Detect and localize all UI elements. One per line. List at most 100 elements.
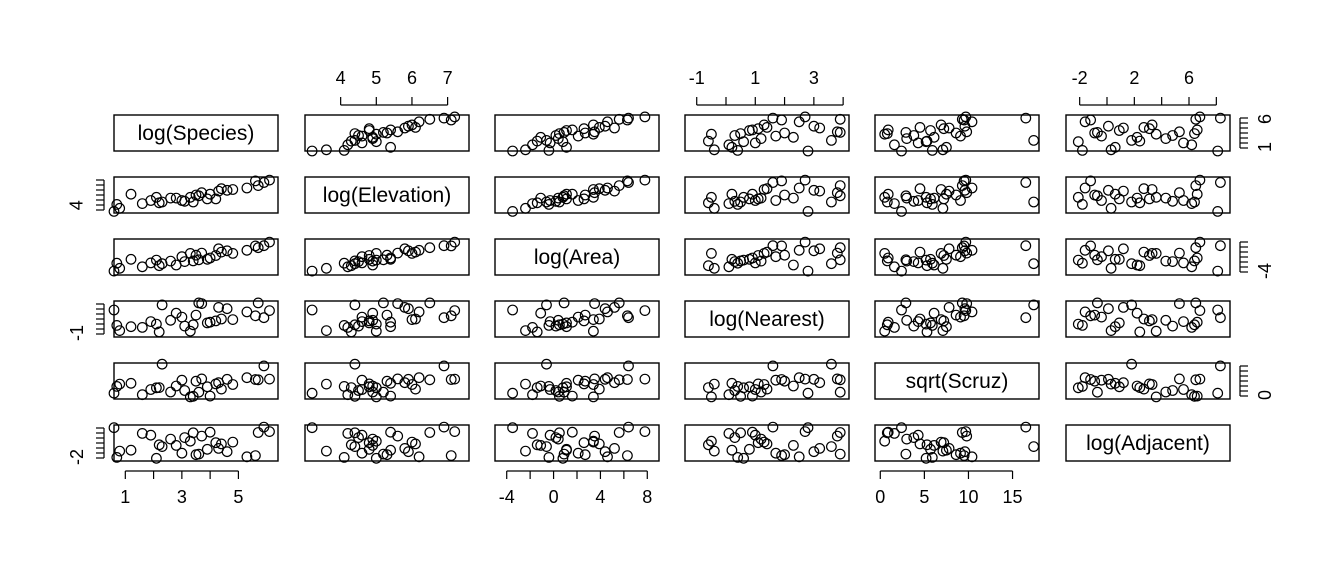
data-point bbox=[381, 449, 393, 461]
data-point bbox=[1212, 145, 1224, 157]
data-point bbox=[241, 244, 253, 256]
data-point bbox=[938, 250, 950, 261]
data-point bbox=[543, 381, 555, 392]
data-point bbox=[410, 121, 421, 133]
data-point bbox=[108, 422, 120, 434]
y-tick-label: 4 bbox=[67, 200, 87, 210]
data-point bbox=[1214, 112, 1226, 124]
data-point bbox=[593, 438, 605, 450]
data-point bbox=[588, 314, 599, 326]
data-point bbox=[726, 188, 738, 200]
panel-frame-r4-c3 bbox=[684, 362, 850, 400]
data-point bbox=[706, 435, 717, 447]
data-point bbox=[937, 202, 949, 214]
data-point bbox=[531, 326, 543, 338]
data-point bbox=[213, 302, 225, 313]
data-point bbox=[914, 246, 926, 258]
data-point bbox=[926, 452, 938, 463]
data-point bbox=[921, 260, 933, 272]
data-point bbox=[758, 119, 770, 131]
panel-frame-r5-c3 bbox=[684, 424, 850, 462]
data-point bbox=[1143, 193, 1155, 205]
data-point bbox=[1212, 304, 1224, 316]
data-point bbox=[1096, 374, 1107, 386]
x-tick-label: 0 bbox=[875, 487, 885, 507]
data-point bbox=[445, 114, 457, 126]
x-tick-label: 3 bbox=[177, 487, 187, 507]
data-point bbox=[403, 120, 414, 132]
data-point bbox=[1131, 380, 1143, 392]
data-point bbox=[941, 141, 952, 153]
data-point bbox=[558, 386, 570, 398]
data-point bbox=[1102, 184, 1114, 196]
x-tick-label: 1 bbox=[750, 68, 760, 88]
data-point bbox=[165, 386, 177, 398]
data-point bbox=[799, 236, 811, 248]
data-point bbox=[758, 247, 770, 259]
data-point bbox=[1167, 385, 1178, 396]
data-point bbox=[531, 135, 543, 147]
data-point bbox=[779, 249, 790, 261]
data-point bbox=[381, 309, 393, 321]
data-point bbox=[956, 242, 968, 254]
data-point bbox=[613, 427, 625, 438]
data-point bbox=[424, 297, 436, 309]
data-point bbox=[338, 320, 350, 331]
data-point bbox=[926, 257, 938, 269]
data-point bbox=[1113, 253, 1125, 265]
data-point bbox=[507, 205, 518, 217]
data-point bbox=[215, 438, 227, 450]
data-point bbox=[125, 253, 137, 265]
data-point bbox=[227, 247, 239, 259]
data-point bbox=[1186, 139, 1198, 151]
data-point bbox=[187, 196, 199, 208]
data-point bbox=[1178, 384, 1189, 395]
data-point bbox=[306, 145, 318, 157]
data-point bbox=[438, 240, 450, 252]
data-point bbox=[306, 304, 318, 316]
data-point bbox=[153, 197, 165, 209]
data-point bbox=[1028, 134, 1040, 146]
data-point bbox=[1113, 193, 1125, 205]
panel-points-r1-c3 bbox=[703, 174, 846, 217]
data-point bbox=[176, 374, 188, 386]
data-point bbox=[925, 317, 936, 329]
data-point bbox=[950, 249, 962, 261]
data-point bbox=[153, 439, 165, 451]
data-point bbox=[507, 387, 518, 399]
data-point bbox=[881, 427, 893, 439]
data-point bbox=[799, 426, 811, 438]
data-point bbox=[1212, 265, 1224, 277]
data-point bbox=[321, 445, 332, 457]
panel-points-r3-c0 bbox=[108, 297, 275, 338]
data-point bbox=[543, 144, 555, 156]
data-point bbox=[767, 177, 779, 188]
data-point bbox=[900, 254, 912, 266]
data-point bbox=[834, 242, 846, 254]
data-point bbox=[356, 429, 368, 441]
data-point bbox=[921, 197, 933, 209]
data-point bbox=[1126, 258, 1137, 270]
data-point bbox=[558, 297, 570, 309]
data-point bbox=[793, 451, 805, 463]
data-point bbox=[413, 372, 425, 384]
data-point bbox=[1194, 174, 1206, 186]
data-point bbox=[156, 441, 168, 453]
data-point bbox=[758, 184, 770, 195]
data-point bbox=[706, 247, 717, 259]
data-point bbox=[249, 374, 261, 385]
data-point bbox=[889, 322, 900, 333]
data-point bbox=[1105, 325, 1117, 337]
data-point bbox=[726, 377, 738, 389]
data-point bbox=[802, 205, 814, 217]
data-point bbox=[950, 309, 962, 321]
data-point bbox=[1076, 381, 1088, 392]
data-point bbox=[912, 316, 924, 328]
panel-points-r2-c4 bbox=[879, 236, 1040, 277]
data-point bbox=[543, 320, 555, 331]
data-point bbox=[264, 174, 275, 186]
data-point bbox=[706, 191, 717, 203]
panel-points-r0-c3 bbox=[703, 111, 846, 157]
panel-frame-r5-c4 bbox=[874, 424, 1040, 462]
data-point bbox=[1173, 126, 1185, 138]
